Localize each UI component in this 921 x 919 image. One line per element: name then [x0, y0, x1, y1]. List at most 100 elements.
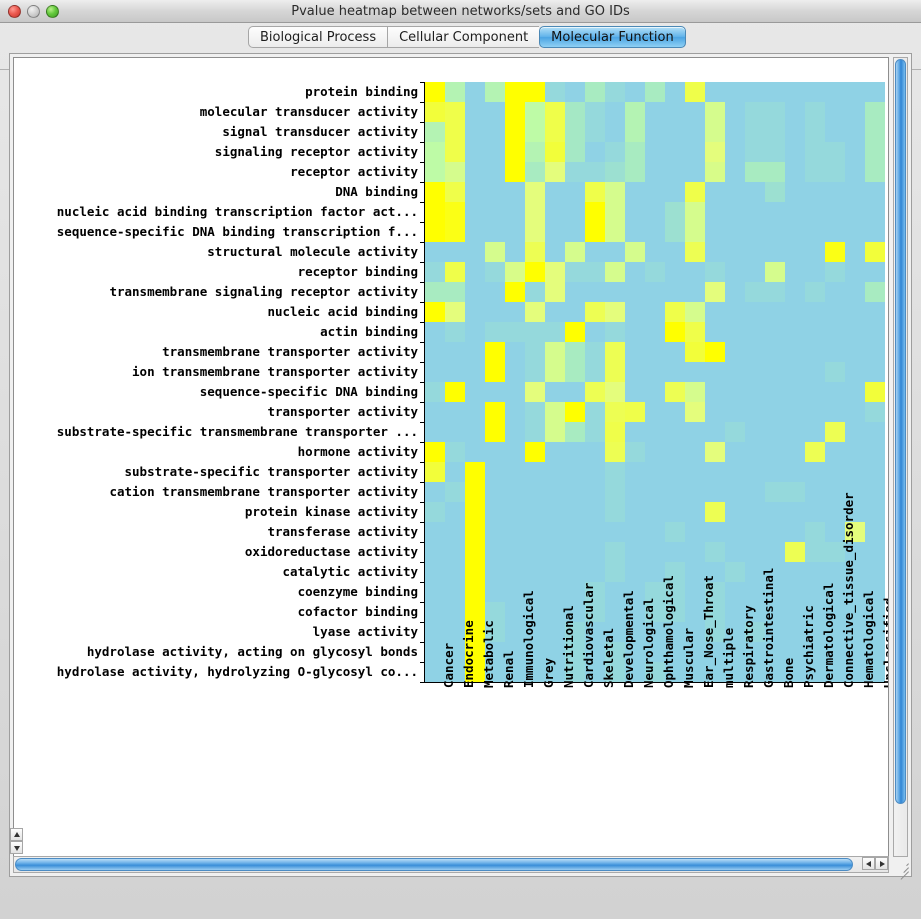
heatmap-cell[interactable]	[585, 222, 605, 242]
heatmap-cell[interactable]	[565, 542, 585, 562]
heatmap-cell[interactable]	[545, 122, 565, 142]
heatmap-cell[interactable]	[425, 122, 445, 142]
heatmap-cell[interactable]	[625, 142, 645, 162]
heatmap-cell[interactable]	[805, 662, 825, 682]
heatmap-cell[interactable]	[685, 322, 705, 342]
heatmap-cell[interactable]	[705, 642, 725, 662]
heatmap-cell[interactable]	[625, 622, 645, 642]
heatmap-grid[interactable]	[424, 82, 885, 682]
heatmap-cell[interactable]	[585, 282, 605, 302]
heatmap-cell[interactable]	[745, 642, 765, 662]
heatmap-cell[interactable]	[845, 262, 865, 282]
heatmap-cell[interactable]	[805, 522, 825, 542]
heatmap-cell[interactable]	[865, 642, 885, 662]
heatmap-cell[interactable]	[425, 222, 445, 242]
heatmap-cell[interactable]	[785, 642, 805, 662]
heatmap-cell[interactable]	[505, 482, 525, 502]
heatmap-cell[interactable]	[705, 142, 725, 162]
heatmap-cell[interactable]	[845, 402, 865, 422]
heatmap-cell[interactable]	[605, 562, 625, 582]
heatmap-cell[interactable]	[825, 622, 845, 642]
heatmap-cell[interactable]	[545, 362, 565, 382]
heatmap-cell[interactable]	[845, 222, 865, 242]
heatmap-cell[interactable]	[565, 342, 585, 362]
heatmap-cell[interactable]	[465, 642, 485, 662]
heatmap-cell[interactable]	[705, 622, 725, 642]
heatmap-cell[interactable]	[705, 522, 725, 542]
heatmap-cell[interactable]	[665, 522, 685, 542]
heatmap-cell[interactable]	[565, 482, 585, 502]
heatmap-cell[interactable]	[725, 662, 745, 682]
heatmap-cell[interactable]	[425, 422, 445, 442]
heatmap-cell[interactable]	[485, 542, 505, 562]
heatmap-cell[interactable]	[685, 602, 705, 622]
heatmap-cell[interactable]	[785, 162, 805, 182]
heatmap-cell[interactable]	[825, 582, 845, 602]
heatmap-cell[interactable]	[425, 382, 445, 402]
heatmap-cell[interactable]	[465, 302, 485, 322]
heatmap-cell[interactable]	[805, 142, 825, 162]
heatmap-cell[interactable]	[565, 142, 585, 162]
heatmap-cell[interactable]	[705, 442, 725, 462]
heatmap-cell[interactable]	[525, 482, 545, 502]
heatmap-cell[interactable]	[805, 562, 825, 582]
heatmap-cell[interactable]	[525, 82, 545, 102]
heatmap-cell[interactable]	[705, 662, 725, 682]
heatmap-cell[interactable]	[505, 642, 525, 662]
heatmap-cell[interactable]	[825, 82, 845, 102]
heatmap-cell[interactable]	[845, 522, 865, 542]
heatmap-cell[interactable]	[645, 342, 665, 362]
heatmap-cell[interactable]	[785, 102, 805, 122]
heatmap-cell[interactable]	[825, 362, 845, 382]
heatmap-cell[interactable]	[805, 162, 825, 182]
heatmap-cell[interactable]	[605, 382, 625, 402]
heatmap-cell[interactable]	[565, 442, 585, 462]
heatmap-cell[interactable]	[565, 222, 585, 242]
heatmap-cell[interactable]	[785, 462, 805, 482]
heatmap-cell[interactable]	[765, 262, 785, 282]
heatmap-cell[interactable]	[845, 362, 865, 382]
heatmap-cell[interactable]	[725, 322, 745, 342]
heatmap-cell[interactable]	[485, 402, 505, 422]
heatmap-cell[interactable]	[825, 122, 845, 142]
heatmap-cell[interactable]	[625, 162, 645, 182]
heatmap-cell[interactable]	[585, 482, 605, 502]
heatmap-cell[interactable]	[545, 282, 565, 302]
heatmap-cell[interactable]	[685, 642, 705, 662]
heatmap-cell[interactable]	[825, 202, 845, 222]
heatmap-cell[interactable]	[745, 142, 765, 162]
heatmap-cell[interactable]	[825, 442, 845, 462]
heatmap-cell[interactable]	[565, 422, 585, 442]
heatmap-cell[interactable]	[585, 382, 605, 402]
heatmap-cell[interactable]	[505, 662, 525, 682]
heatmap-cell[interactable]	[705, 362, 725, 382]
heatmap-cell[interactable]	[465, 482, 485, 502]
heatmap-cell[interactable]	[625, 122, 645, 142]
heatmap-cell[interactable]	[665, 302, 685, 322]
heatmap-cell[interactable]	[645, 362, 665, 382]
heatmap-cell[interactable]	[545, 462, 565, 482]
heatmap-cell[interactable]	[805, 242, 825, 262]
heatmap-cell[interactable]	[685, 222, 705, 242]
heatmap-cell[interactable]	[705, 302, 725, 322]
heatmap-cell[interactable]	[625, 482, 645, 502]
heatmap-cell[interactable]	[645, 662, 665, 682]
heatmap-cell[interactable]	[725, 402, 745, 422]
heatmap-cell[interactable]	[465, 122, 485, 142]
heatmap-cell[interactable]	[865, 442, 885, 462]
heatmap-cell[interactable]	[625, 202, 645, 222]
heatmap-cell[interactable]	[525, 522, 545, 542]
tab-cellular-component[interactable]: Cellular Component	[387, 26, 540, 48]
heatmap-cell[interactable]	[425, 102, 445, 122]
heatmap-cell[interactable]	[525, 562, 545, 582]
heatmap-cell[interactable]	[605, 402, 625, 422]
heatmap-cell[interactable]	[425, 662, 445, 682]
heatmap-cell[interactable]	[745, 102, 765, 122]
heatmap-cell[interactable]	[865, 242, 885, 262]
heatmap-cell[interactable]	[765, 182, 785, 202]
heatmap-cell[interactable]	[525, 662, 545, 682]
heatmap-cell[interactable]	[505, 582, 525, 602]
heatmap-cell[interactable]	[725, 642, 745, 662]
heatmap-cell[interactable]	[585, 622, 605, 642]
heatmap-cell[interactable]	[645, 142, 665, 162]
